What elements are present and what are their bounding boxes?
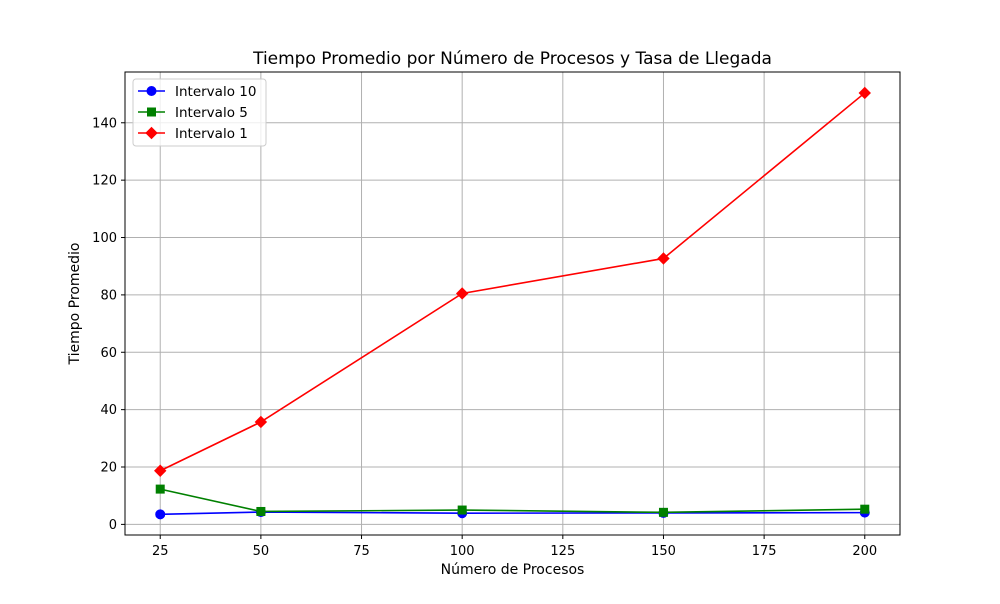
- x-axis-label: Número de Procesos: [441, 562, 585, 578]
- data-point-intervalo-5: [457, 505, 467, 515]
- grid-lines: [125, 72, 900, 535]
- legend-label-intervalo-1: Intervalo 1: [175, 126, 248, 142]
- x-tick-label: 175: [752, 544, 777, 559]
- x-tick-label: 75: [353, 544, 370, 559]
- y-tick-label: 140: [92, 116, 117, 131]
- axes: 25 50 75 100 125 150 175 200 0 20 40 60 80 100 120 140: [92, 116, 877, 559]
- chart-title: Tiempo Promedio por Número de Procesos y…: [252, 49, 772, 69]
- y-tick-label: 40: [100, 403, 117, 418]
- data-point-intervalo-1: [657, 252, 670, 265]
- series-line-intervalo-10: [160, 511, 865, 516]
- y-tick-label: 0: [109, 518, 117, 533]
- series-line-intervalo-5: [160, 488, 865, 514]
- legend: Intervalo 10 Intervalo 5 Intervalo 1: [132, 78, 267, 147]
- y-tick-label: 80: [100, 288, 117, 303]
- y-tick-label: 20: [100, 461, 117, 476]
- series-group: [154, 86, 871, 520]
- data-point-intervalo-5: [860, 504, 870, 514]
- legend-label-intervalo-5: Intervalo 5: [175, 105, 248, 121]
- legend-label-intervalo-10: Intervalo 10: [175, 84, 256, 100]
- y-tick-label: 120: [92, 174, 117, 189]
- series-line-intervalo-1: [159, 92, 866, 472]
- x-tick-label: 50: [253, 544, 270, 559]
- x-tick-label: 125: [550, 544, 575, 559]
- plot-frame: [124, 71, 901, 536]
- x-tick-label: 100: [450, 544, 475, 559]
- legend-box: [132, 78, 267, 147]
- data-point-intervalo-1: [254, 415, 268, 429]
- legend-marker-intervalo-1: [145, 126, 158, 140]
- data-point-intervalo-1: [858, 86, 871, 100]
- data-point-intervalo-5: [155, 484, 165, 494]
- legend-marker-intervalo-5: [147, 107, 156, 117]
- series-intervalo-5: [155, 484, 870, 517]
- y-axis-label: Tiempo Promedio: [67, 243, 83, 366]
- data-point-intervalo-1: [455, 287, 469, 300]
- series-intervalo-1: [154, 86, 871, 477]
- data-point-intervalo-5: [658, 507, 668, 517]
- x-tick-label: 200: [852, 544, 877, 559]
- x-tick-label: 150: [651, 544, 676, 559]
- data-point-intervalo-1: [154, 464, 167, 477]
- y-tick-label: 60: [100, 346, 117, 361]
- legend-marker-intervalo-10: [146, 86, 157, 96]
- x-tick-label: 25: [152, 544, 169, 559]
- data-point-intervalo-10: [155, 509, 166, 520]
- data-point-intervalo-5: [256, 506, 266, 516]
- y-tick-label: 100: [92, 231, 117, 246]
